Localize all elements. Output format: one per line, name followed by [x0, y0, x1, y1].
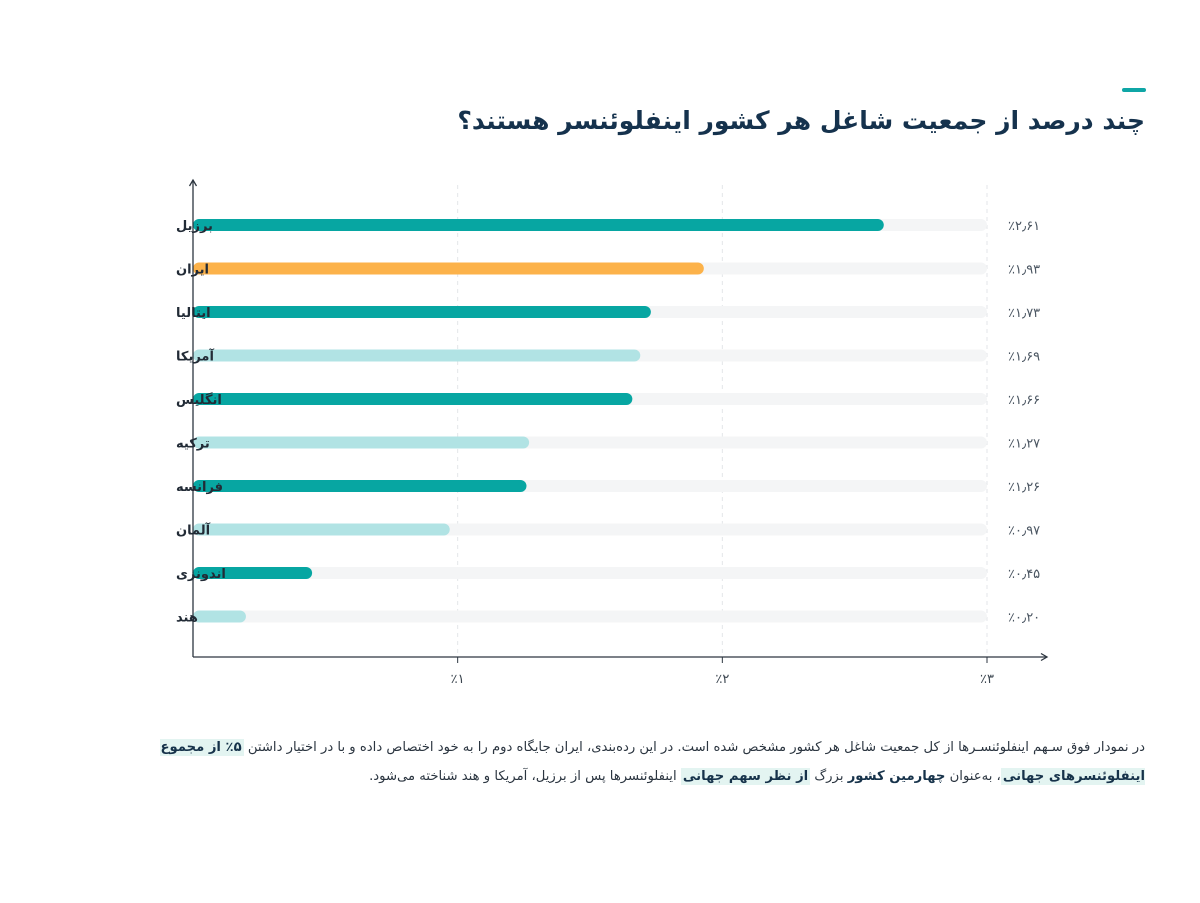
value-label: ٪۱٫۶۹ [1008, 350, 1040, 365]
value-label: ٪۲٫۶۱ [1008, 219, 1040, 234]
footnote-strong-rank: چهارمین کشور [847, 769, 946, 784]
y-axis-arrow [188, 178, 198, 187]
value-label: ٪۱٫۲۷ [1008, 437, 1040, 452]
bar [193, 262, 704, 275]
bar [193, 306, 651, 318]
footnote-text-1: در نمودار فوق سـهم اینفلوئنسـرها از کل ج… [243, 740, 1145, 755]
category-label: ایتالیا [176, 306, 211, 321]
track-layer [193, 219, 987, 623]
x-axis-arrow [1040, 652, 1049, 662]
axis-layer [188, 178, 1049, 663]
bar-track [193, 610, 987, 623]
category-label: ترکیه [176, 437, 210, 452]
bar [193, 567, 313, 579]
category-label: ایران [176, 263, 209, 278]
value-label: ٪۱٫۷۳ [1008, 306, 1040, 321]
value-label: ٪۱٫۶۶ [1008, 393, 1040, 408]
bar-chart: ٪۱ ٪۲ ٪۳ برزیل ٪۲٫۶۱ ایران ٪۱٫۹۳ ایتالیا ٪۱٫۷۳ آم… [176, 178, 1049, 687]
bar [193, 523, 450, 536]
value-label: ٪۰٫۴۵ [1008, 567, 1040, 582]
footnote-highlight-global: از نظر سهم جهانی [680, 768, 811, 785]
bar [193, 436, 530, 449]
grid-layer [457, 185, 988, 657]
bar [193, 393, 633, 405]
category-label: برزیل [176, 219, 213, 234]
footnote-text-3: بزرگ [810, 769, 848, 784]
x-tick-label: ٪۲ [715, 672, 729, 687]
category-label: آلمان [176, 522, 211, 539]
title-accent-line [1122, 88, 1146, 92]
bar [193, 219, 884, 231]
value-label: ٪۰٫۹۷ [1008, 524, 1040, 539]
footnote: در نمودار فوق سـهم اینفلوئنسـرها از کل ج… [60, 733, 1145, 791]
category-label: انگلیس [176, 392, 222, 408]
category-label: اندونزی [176, 567, 226, 582]
footnote-text-2: ، به‌عنوان [945, 769, 1001, 784]
value-label: ٪۰٫۲۰ [1008, 611, 1040, 626]
value-label: ٪۱٫۲۶ [1008, 480, 1040, 495]
category-label: هند [176, 611, 198, 626]
bar-layer [193, 219, 884, 623]
bar [193, 480, 527, 492]
category-label: آمریکا [176, 348, 214, 365]
category-label: فرانسه [176, 480, 223, 495]
footnote-text-4: اینفلوئنسرها پس از برزیل، آمریکا و هند ش… [369, 769, 681, 784]
bar [193, 349, 641, 362]
bar-track [193, 567, 987, 579]
bar [193, 610, 246, 623]
page-title: چند درصد از جمعیت شاغل هر کشور اینفلوئنس… [457, 106, 1145, 135]
label-layer: ٪۱ ٪۲ ٪۳ برزیل ٪۲٫۶۱ ایران ٪۱٫۹۳ ایتالیا ٪۱٫۷۳ آم… [176, 219, 1040, 687]
x-tick-label: ٪۳ [980, 672, 994, 687]
value-label: ٪۱٫۹۳ [1008, 263, 1040, 278]
x-tick-label: ٪۱ [451, 672, 465, 687]
